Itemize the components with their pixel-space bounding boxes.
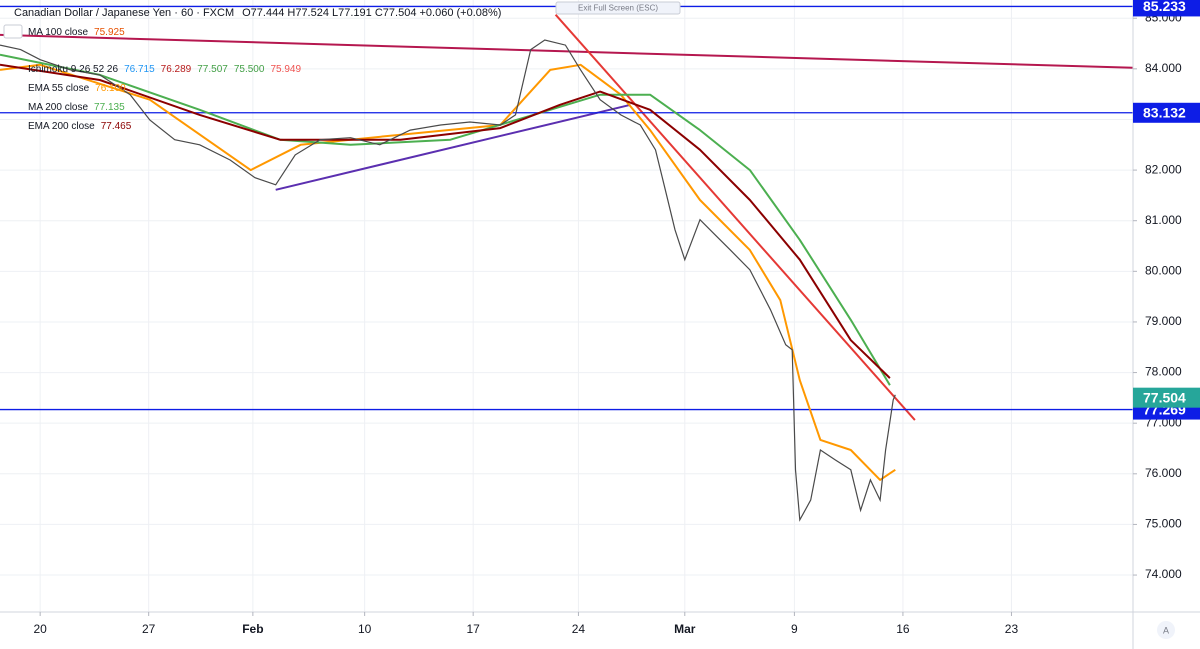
x-tick-label: 17 (466, 622, 480, 636)
grid (0, 0, 1133, 612)
legend-value: 77.465 (101, 121, 132, 132)
plot-area (0, 5, 1133, 522)
y-tick-label: 80.000 (1145, 263, 1182, 277)
indicator-line (0, 53, 891, 386)
trendline (275, 103, 631, 191)
price-tag (1133, 387, 1200, 408)
x-tick-label: Mar (674, 622, 696, 636)
ohlc: O77.444 H77.524 L77.191 C77.504 +0.060 (… (242, 7, 501, 19)
price-tag-label: 77.504 (1143, 389, 1186, 405)
x-tick-label: 10 (358, 622, 372, 636)
legend-value: 76.289 (161, 64, 192, 75)
x-tick-label: Feb (242, 622, 263, 636)
indicator-line (0, 63, 891, 379)
y-tick-label: 82.000 (1145, 162, 1182, 176)
fullscreen-hint-box[interactable] (555, 1, 681, 15)
price-tag-label: 83.132 (1143, 104, 1186, 120)
legend-entry: EMA 200 close 77.465 (28, 121, 132, 132)
y-tick-label: 81.000 (1145, 213, 1182, 227)
legend: MA 100 close 75.925 Ichimoku 9 26 52 26 76.… (28, 27, 301, 132)
x-tick-label: 24 (572, 622, 586, 636)
legend-name: MA 100 close (28, 27, 88, 38)
x-tick-label: 9 (791, 622, 798, 636)
x-tick-label: 20 (33, 622, 47, 636)
price-tag-label: 85.233 (1143, 0, 1186, 14)
symbol-title: Canadian Dollar / Japanese Yen · 60 · FX… (14, 7, 501, 19)
legend-name: EMA 55 close (28, 83, 90, 94)
legend-value: 75.949 (270, 64, 301, 75)
legend-value: 77.135 (94, 102, 125, 113)
x-tick-label: 27 (142, 622, 156, 636)
legend-entry: EMA 55 close 76.100 (28, 83, 126, 94)
y-tick-label: 84.000 (1145, 61, 1182, 75)
fullscreen-hint[interactable]: Exit Full Screen (ESC) (578, 4, 658, 13)
y-tick-label: 74.000 (1145, 567, 1182, 581)
legend-entry: MA 200 close 77.135 (28, 102, 125, 113)
legend-value: 77.507 (197, 64, 228, 75)
price-tag (1133, 0, 1200, 17)
legend-collapse[interactable] (3, 24, 23, 39)
title: Canadian Dollar / Japanese Yen · 60 · FX… (14, 7, 234, 19)
trendline (0, 33, 1133, 69)
y-tick-label: 75.000 (1145, 517, 1182, 531)
y-tick-label: 78.000 (1145, 365, 1182, 379)
axes: 74.00075.00076.00077.00078.00079.00080.0… (33, 0, 1200, 636)
auto-scale-button[interactable] (1157, 621, 1175, 639)
legend-name: EMA 200 close (28, 121, 95, 132)
x-tick-label: 23 (1005, 622, 1019, 636)
indicator-line (0, 63, 896, 481)
legend-name: MA 200 close (28, 102, 88, 113)
legend-value: 76.100 (95, 83, 126, 94)
y-tick-label: 76.000 (1145, 466, 1182, 480)
legend-entry: MA 100 close 75.925 (28, 27, 125, 38)
price-tag (1133, 102, 1200, 123)
legend-value: 75.925 (94, 27, 125, 38)
legend-entry: Ichimoku 9 26 52 26 76.715 76.289 77.507 75.… (28, 64, 301, 75)
x-tick-label: 16 (896, 622, 910, 636)
auto-scale-label[interactable]: A (1163, 625, 1169, 635)
trendline (554, 14, 916, 421)
legend-name: Ichimoku 9 26 52 26 (28, 64, 118, 75)
legend-value: 75.500 (234, 64, 265, 75)
legend-value: 76.715 (124, 64, 155, 75)
price-line (0, 39, 896, 522)
y-tick-label: 79.000 (1145, 314, 1182, 328)
